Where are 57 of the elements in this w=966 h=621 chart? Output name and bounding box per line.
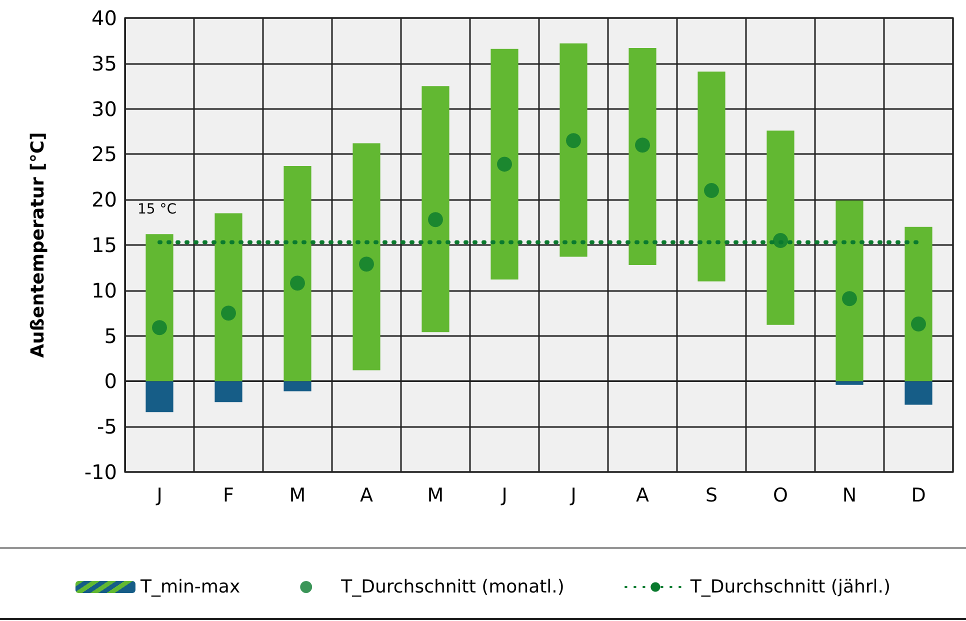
x-tick-label: N [842, 484, 857, 506]
bar [698, 72, 726, 282]
y-tick-label: -10 [84, 460, 117, 484]
point [773, 232, 788, 248]
bar [422, 86, 450, 332]
point [635, 138, 650, 153]
annotation: 15 °C [138, 201, 177, 218]
point [359, 256, 374, 272]
bar [490, 48, 518, 280]
y-tick-label: 30 [92, 96, 117, 121]
y-tick-label: 20 [92, 188, 117, 212]
y-tick-label: 0 [104, 369, 117, 394]
y-tick-label: 35 [92, 51, 117, 76]
y-tick-label: 5 [104, 324, 117, 348]
point [290, 276, 305, 291]
legend-label: T_Durchschnitt (monatl.) [340, 576, 564, 598]
bar [836, 200, 864, 382]
point [704, 183, 719, 198]
y-axis-title: Außentemperatur [°C] [28, 132, 48, 358]
y-tick-label: 40 [92, 6, 117, 30]
point [497, 156, 512, 172]
bar [146, 381, 174, 412]
x-tick-label: J [500, 484, 508, 506]
x-tick-label: F [223, 484, 234, 506]
bar [836, 381, 864, 385]
bar [146, 234, 174, 382]
point [566, 133, 581, 148]
x-tick-label: J [156, 484, 162, 506]
x-tick-label: J [570, 484, 576, 506]
point [221, 306, 236, 321]
point [842, 291, 857, 306]
y-tick-label: -5 [97, 414, 117, 439]
x-tick-label: A [636, 484, 649, 506]
x-tick-label: D [911, 484, 926, 506]
point [152, 320, 167, 336]
point [428, 212, 443, 228]
x-tick-label: M [289, 484, 306, 506]
bar [284, 166, 312, 382]
bar [214, 213, 242, 382]
legend-label: T_min-max [139, 576, 240, 598]
x-tick-label: S [705, 484, 718, 506]
x-tick-label: O [773, 484, 788, 506]
y-tick-label: 10 [92, 278, 117, 302]
legend-label: T_Durchschnitt (jährl.) [689, 576, 891, 598]
bar [560, 43, 588, 257]
bar [628, 48, 656, 265]
bar [766, 130, 794, 325]
bar [284, 381, 312, 392]
y-tick-label: 15 [92, 233, 117, 257]
x-tick-label: A [360, 484, 373, 506]
bar [904, 226, 932, 382]
bar [214, 381, 242, 402]
y-tick-label: 25 [92, 142, 117, 166]
bar [352, 143, 380, 370]
point [911, 316, 926, 332]
bar [904, 381, 932, 405]
x-tick-label: M [427, 484, 444, 506]
